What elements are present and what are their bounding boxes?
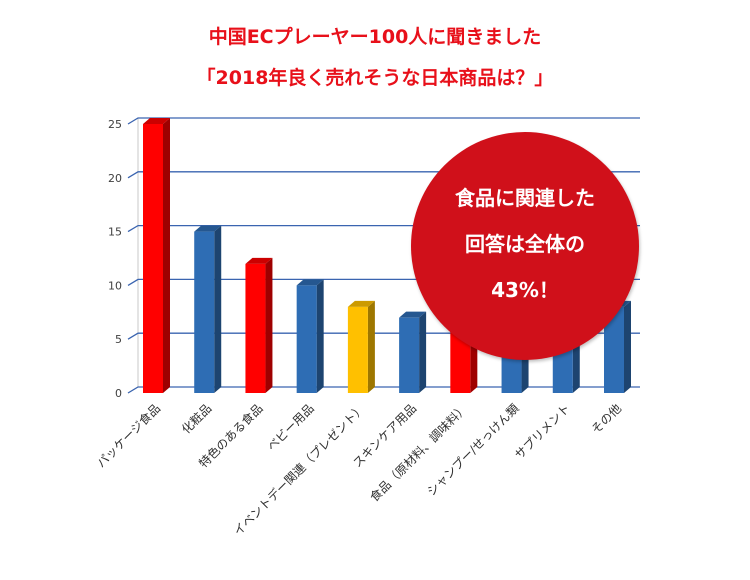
bar-side (367, 300, 375, 393)
bar (347, 300, 375, 393)
x-tick-label: シャンプー/せっけん類 (424, 401, 521, 498)
bar-front (245, 263, 266, 393)
y-tick-label: 15 (108, 226, 122, 239)
chart-title-line2: 「2018年良く売れそうな日本商品は？」 (196, 67, 554, 89)
bar-front (296, 285, 317, 393)
callout-circle: 食品に関連した 回答は全体の 43%！ (411, 132, 639, 360)
y-tick-label: 0 (115, 387, 122, 400)
bar-side (316, 279, 324, 393)
bar-top (296, 279, 324, 286)
chart-title-line1: 中国ECプレーヤー100人に聞きました (208, 26, 542, 48)
bars (143, 118, 631, 393)
bar-side (624, 300, 631, 393)
bar-front (347, 306, 368, 393)
gridline (127, 117, 640, 125)
x-tick-label: 食品（原材料、調味料） (366, 401, 470, 505)
x-tick-label: パッケージ食品 (93, 401, 163, 471)
bar-side (214, 225, 222, 393)
bar-side (419, 311, 427, 393)
bar (604, 300, 631, 393)
bar-front (143, 124, 163, 393)
bar (399, 311, 427, 393)
bar (143, 118, 170, 393)
bar-top (143, 118, 170, 124)
bar-front (501, 349, 522, 393)
bar-front (194, 231, 215, 393)
x-tick-label: その他 (589, 401, 624, 436)
y-tick-labels: 0 5 10 15 20 25 (108, 118, 122, 400)
x-tick-labels: パッケージ食品 化粧品特色のある食品ベビー用品イベントデー関連（プレゼント）スキン… (93, 401, 624, 539)
callout-line2: 回答は全体の (465, 232, 585, 256)
x-tick-label: サプリメント (512, 401, 573, 462)
y-tick-label: 5 (115, 333, 122, 346)
bar (194, 225, 222, 393)
bar-side (265, 257, 273, 393)
bar-top (194, 225, 222, 232)
bar-top (245, 257, 273, 264)
callout-line1: 食品に関連した (455, 186, 595, 210)
bar-front (399, 317, 420, 393)
bar-top (399, 311, 427, 318)
x-tick-label: ベビー用品 (264, 401, 316, 453)
bar-front (604, 306, 624, 393)
bar-front (450, 328, 471, 393)
y-tick-label: 10 (108, 279, 122, 292)
bar (296, 279, 324, 393)
x-tick-label: 化粧品 (179, 401, 214, 436)
bar (245, 257, 273, 393)
bar-side (163, 118, 170, 393)
bar-top (347, 300, 375, 307)
callout-line3: 43%！ (491, 278, 559, 302)
y-tick-label: 25 (108, 118, 122, 131)
y-tick-label: 20 (108, 172, 122, 185)
